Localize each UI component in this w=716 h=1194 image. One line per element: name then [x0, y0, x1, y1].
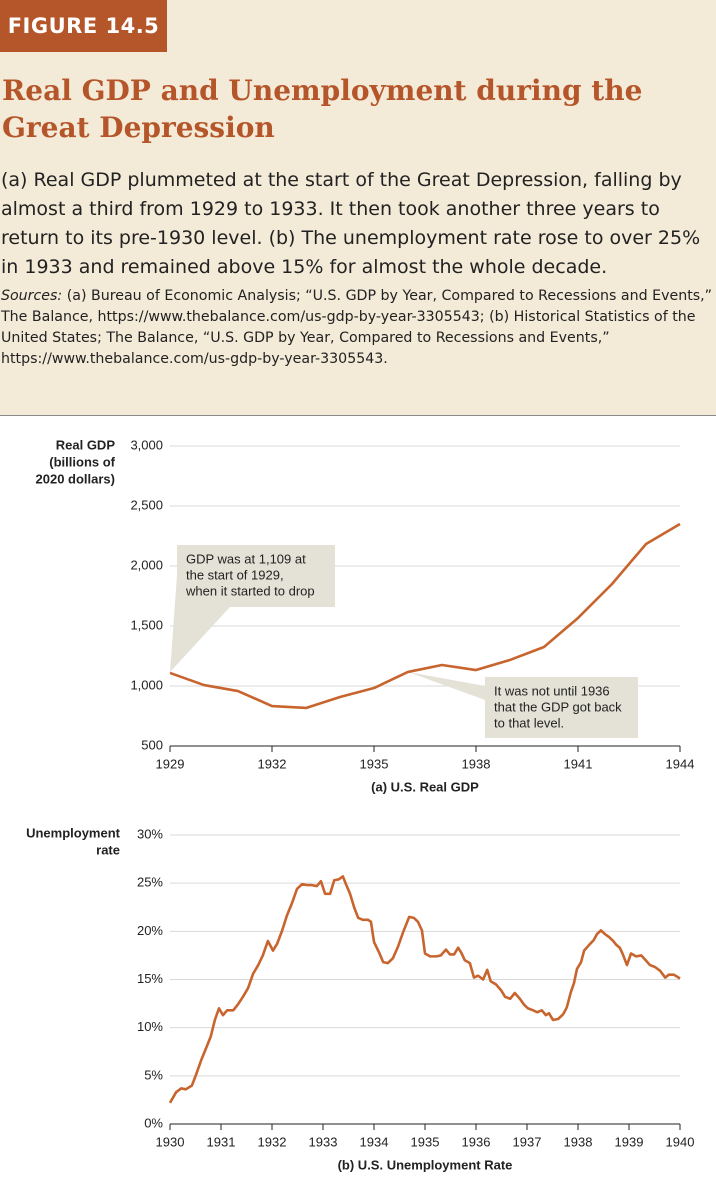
x-tick-label: 1938 — [564, 1134, 593, 1149]
x-tick-label: 1930 — [156, 1134, 185, 1149]
x-tick-label: 1935 — [411, 1134, 440, 1149]
x-tick-label: 1935 — [360, 756, 389, 771]
y-tick-label: 500 — [141, 737, 163, 752]
sources-label: Sources: — [1, 288, 63, 304]
y-tick-label: 1,500 — [130, 617, 163, 632]
x-tick-label: 1936 — [462, 1134, 491, 1149]
x-tick-label: 1932 — [258, 1134, 287, 1149]
x-tick-label: 1944 — [666, 756, 695, 771]
callout-box — [485, 677, 638, 738]
x-tick-label: 1931 — [207, 1134, 236, 1149]
annotation: the start of 1929, — [186, 567, 284, 582]
y-tick-label: 2,500 — [130, 497, 163, 512]
y-tick-label: 30% — [137, 826, 163, 841]
y-axis-label: Unemployment — [26, 825, 121, 840]
y-axis-label: rate — [96, 842, 120, 857]
y-axis-label: (billions of — [49, 454, 115, 469]
x-tick-label: 1939 — [615, 1134, 644, 1149]
sources: Sources: (a) Bureau of Economic Analysis… — [1, 286, 715, 370]
y-axis-label: 2020 dollars) — [36, 471, 116, 486]
annotation: GDP was at 1,109 at — [186, 551, 306, 566]
annotation: It was not until 1936 — [494, 683, 610, 698]
x-tick-label: 1940 — [666, 1134, 695, 1149]
figure-label: FIGURE 14.5 — [0, 0, 167, 52]
x-tick-label: 1932 — [258, 756, 287, 771]
y-tick-label: 0% — [144, 1115, 163, 1130]
y-tick-label: 10% — [137, 1019, 163, 1034]
data-line — [168, 875, 681, 1104]
sources-text: (a) Bureau of Economic Analysis; “U.S. G… — [1, 288, 713, 367]
header: FIGURE 14.5 Real GDP and Unemployment du… — [0, 0, 716, 416]
annotation: to that level. — [494, 715, 564, 730]
y-tick-label: 15% — [137, 971, 163, 986]
y-tick-label: 5% — [144, 1067, 163, 1082]
y-tick-label: 3,000 — [130, 437, 163, 452]
x-tick-label: 1941 — [564, 756, 593, 771]
annotation: that the GDP got back — [494, 699, 622, 714]
x-tick-label: 1929 — [156, 756, 185, 771]
y-tick-label: 25% — [137, 875, 163, 890]
callout-pointer — [408, 672, 485, 700]
chart-title: (a) U.S. Real GDP — [371, 779, 479, 794]
figure-title: Real GDP and Unemployment during the Gre… — [2, 74, 643, 144]
y-tick-label: 2,000 — [130, 557, 163, 572]
data-line — [169, 522, 681, 710]
y-axis-label: Real GDP — [56, 437, 116, 452]
annotation: when it started to drop — [185, 583, 315, 598]
x-tick-label: 1934 — [360, 1134, 389, 1149]
caption: (a) Real GDP plummeted at the start of t… — [1, 169, 701, 278]
x-tick-label: 1933 — [309, 1134, 338, 1149]
y-tick-label: 20% — [137, 923, 163, 938]
y-tick-label: 1,000 — [130, 677, 163, 692]
chart-title: (b) U.S. Unemployment Rate — [338, 1157, 513, 1172]
x-tick-label: 1938 — [462, 756, 491, 771]
callout-box — [177, 545, 335, 607]
x-tick-label: 1937 — [513, 1134, 542, 1149]
